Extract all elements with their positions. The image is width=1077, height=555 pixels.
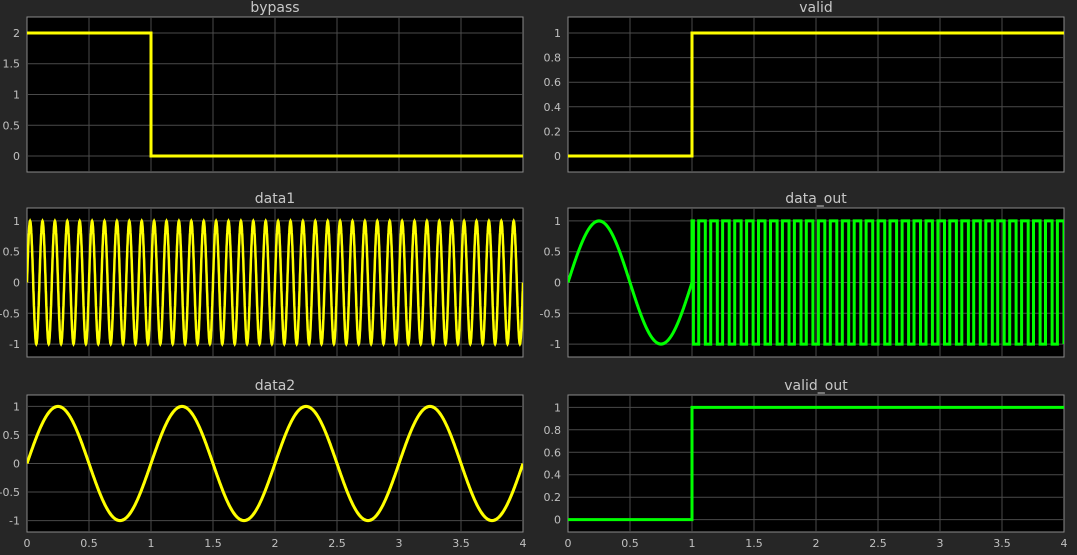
y-tick-label: 1 xyxy=(13,215,20,228)
x-tick-label: 0 xyxy=(24,537,31,550)
x-tick-label: 1 xyxy=(689,537,696,550)
y-tick-label: 0.8 xyxy=(544,424,562,437)
x-tick-label: 0.5 xyxy=(80,537,98,550)
y-tick-label: 1 xyxy=(554,215,561,228)
signal-line-valid_out xyxy=(568,405,1064,522)
y-tick-label: 0.4 xyxy=(544,469,562,482)
y-tick-label: 0.2 xyxy=(544,125,562,138)
x-tick-label: 2.5 xyxy=(328,537,346,550)
x-tick-label: 0.5 xyxy=(621,537,639,550)
y-tick-label: 0 xyxy=(554,277,561,290)
signal-line-data_out xyxy=(568,219,1064,346)
x-tick-label: 2 xyxy=(272,537,279,550)
x-tick-label: 2.5 xyxy=(869,537,887,550)
y-tick-label: 1 xyxy=(13,400,20,413)
y-tick-label: 0.6 xyxy=(544,446,562,459)
plot-title: data1 xyxy=(255,191,295,207)
y-tick-label: 0 xyxy=(13,277,20,290)
y-tick-label: 0 xyxy=(13,458,20,471)
y-tick-label: 0 xyxy=(554,514,561,527)
x-tick-label: 4 xyxy=(520,537,527,550)
plot-title: bypass xyxy=(250,0,299,16)
plot-data2: data2 -1 -0.5 0 0.5 1 0 0.5 1 1.5 2 2.5 3 3.5 4 xyxy=(0,378,527,550)
x-tick-label: 1 xyxy=(148,537,155,550)
x-tick-label: 1.5 xyxy=(745,537,763,550)
y-tick-label: 1 xyxy=(13,89,20,102)
plot-data_out: data_out -1 -0.5 0 0.5 1 xyxy=(540,191,1065,358)
y-tick-label: 0.6 xyxy=(544,76,562,89)
x-tick-label: 1.5 xyxy=(204,537,222,550)
y-tick-label: -0.5 xyxy=(540,307,561,320)
y-tick-label: 0.5 xyxy=(3,429,21,442)
signal-line-valid xyxy=(568,31,1064,158)
y-tick-label: 1 xyxy=(554,401,561,414)
y-tick-label: 0.4 xyxy=(544,101,562,114)
plot-title: data2 xyxy=(255,378,295,394)
x-tick-label: 4 xyxy=(1061,537,1068,550)
plot-title: valid_out xyxy=(784,378,848,394)
y-tick-label: -1 xyxy=(550,338,561,351)
x-tick-label: 3 xyxy=(396,537,403,550)
plot-title: valid xyxy=(799,0,833,16)
plot-data1: data1 -1 -0.5 0 0.5 1 xyxy=(0,191,524,358)
plot-bypass: bypass 0 0.5 1 1.5 2 xyxy=(3,0,524,173)
x-tick-label: 0 xyxy=(565,537,572,550)
plot-valid_out: valid_out 0 0.2 0.4 0.6 0.8 1 0 0.5 1 1.5 2 2.5 3 3.5 4 xyxy=(544,378,1068,550)
signal-line-data1 xyxy=(27,218,523,347)
x-tick-label: 3.5 xyxy=(993,537,1011,550)
y-tick-label: -1 xyxy=(9,515,20,528)
y-tick-label: -0.5 xyxy=(0,307,20,320)
y-tick-label: 2 xyxy=(13,27,20,40)
x-tick-label: 3.5 xyxy=(452,537,470,550)
y-tick-label: 0.5 xyxy=(3,246,21,259)
signal-line-data2 xyxy=(27,404,523,523)
y-tick-label: 0 xyxy=(554,150,561,163)
y-tick-label: 0.2 xyxy=(544,491,562,504)
y-tick-label: -1 xyxy=(9,338,20,351)
y-tick-label: -0.5 xyxy=(0,486,20,499)
y-tick-label: 0 xyxy=(13,150,20,163)
signal-line-bypass xyxy=(27,31,523,158)
x-tick-label: 2 xyxy=(813,537,820,550)
y-tick-label: 0.5 xyxy=(3,119,21,132)
x-tick-label: 3 xyxy=(937,537,944,550)
y-tick-label: 0.8 xyxy=(544,52,562,65)
y-tick-label: 1.5 xyxy=(3,58,21,71)
y-tick-label: 0.5 xyxy=(544,246,562,259)
plot-title: data_out xyxy=(785,191,847,207)
y-tick-label: 1 xyxy=(554,27,561,40)
plot-valid: valid 0 0.2 0.4 0.6 0.8 1 xyxy=(544,0,1065,173)
